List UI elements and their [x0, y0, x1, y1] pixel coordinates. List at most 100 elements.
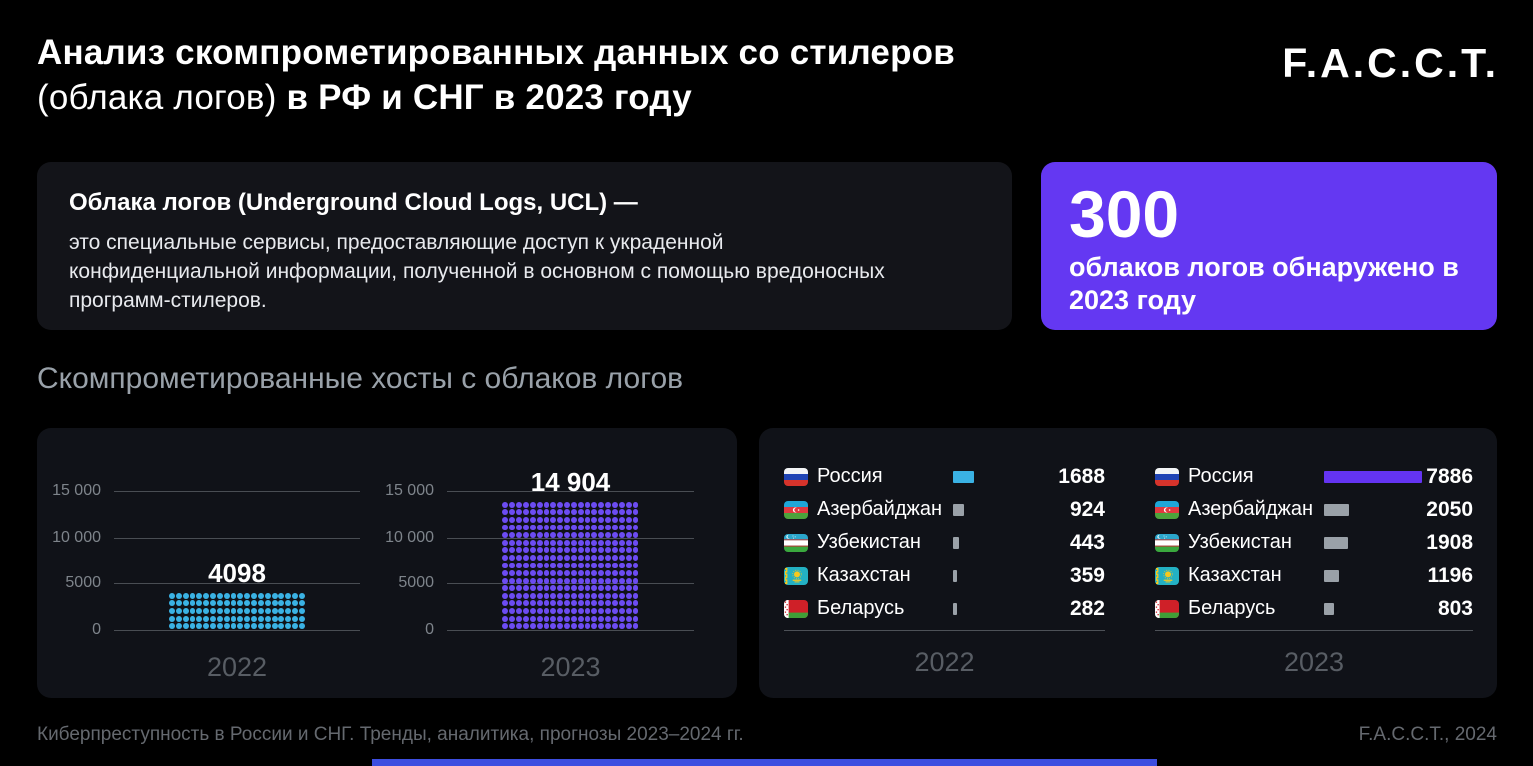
footer-source-text: Киберпреступность в России и СНГ. Тренды…: [37, 724, 744, 745]
dot: [625, 501, 632, 508]
dot: [570, 532, 577, 539]
dot: [502, 501, 509, 508]
dot: [557, 547, 564, 554]
value-bar: [1324, 536, 1348, 549]
dot: [216, 623, 223, 630]
dot: [577, 615, 584, 622]
dot: [584, 600, 591, 607]
dot: [543, 585, 550, 592]
country-value: 282: [1069, 596, 1105, 620]
bar-track: 7886: [1324, 465, 1473, 489]
dot: [605, 623, 612, 630]
dot: [591, 524, 598, 531]
dot: [557, 562, 564, 569]
dot: [168, 623, 175, 630]
dot: [577, 585, 584, 592]
dot: [632, 532, 639, 539]
dot: [509, 615, 516, 622]
dot: [285, 600, 292, 607]
country-label: Россия: [1188, 465, 1254, 487]
dot: [223, 600, 230, 607]
dot: [632, 501, 639, 508]
y-axis-tick: 15 000: [385, 482, 434, 499]
dot: [625, 570, 632, 576]
dot: [598, 524, 605, 531]
dot: [584, 585, 591, 592]
country-label: Беларусь: [1188, 597, 1276, 619]
dot: [257, 615, 264, 622]
dot: [529, 539, 536, 546]
dot: [523, 516, 529, 523]
dot: [625, 608, 632, 614]
dot: [543, 577, 550, 584]
dot: [591, 600, 598, 607]
dot: [278, 615, 285, 622]
dot: [564, 585, 570, 592]
dot: [632, 524, 639, 531]
dot: [543, 532, 550, 539]
dot: [611, 608, 618, 614]
dot: [509, 524, 516, 531]
dot: [543, 592, 550, 599]
dot: [536, 539, 543, 546]
dot: [502, 539, 509, 546]
dot: [189, 608, 196, 614]
dot: [605, 562, 612, 569]
flag-russia-icon: [784, 467, 808, 486]
dot: [577, 608, 584, 614]
dot: [244, 623, 251, 630]
country-label: Азербайджан: [817, 498, 943, 520]
bar-track: 282: [953, 597, 1105, 621]
country-value: 1908: [1426, 530, 1473, 554]
country-label: Беларусь: [817, 597, 905, 619]
dot: [564, 600, 570, 607]
dot: [230, 615, 237, 622]
dot: [605, 615, 612, 622]
dot: [543, 547, 550, 554]
dot: [577, 539, 584, 546]
title-line2-regular: (облака логов): [37, 78, 277, 117]
dot: [550, 509, 557, 516]
dot: [523, 562, 529, 569]
bar-track: 1688: [953, 465, 1105, 489]
dot: [502, 509, 509, 516]
dot: [550, 524, 557, 531]
chart-gridline: [114, 491, 360, 492]
dot: [605, 577, 612, 584]
dot: [550, 592, 557, 599]
dot: [292, 592, 299, 599]
dot: [509, 592, 516, 599]
highlight-number: 300: [1069, 177, 1180, 251]
dot: [509, 554, 516, 561]
dot: [605, 592, 612, 599]
dot: [605, 539, 612, 546]
dot: [271, 615, 278, 622]
dot: [543, 509, 550, 516]
dot: [591, 501, 598, 508]
dot: [257, 592, 264, 599]
dot: [611, 615, 618, 622]
country-row: Казахстан 359: [784, 559, 1105, 592]
dot: [278, 623, 285, 630]
dot: [536, 509, 543, 516]
dot: [529, 585, 536, 592]
dot: [591, 615, 598, 622]
country-row: Азербайджан 924: [784, 493, 1105, 526]
dot: [182, 615, 189, 622]
dot: [529, 562, 536, 569]
dot: [584, 608, 591, 614]
dot: [598, 623, 605, 630]
dot: [632, 615, 639, 622]
dot: [523, 608, 529, 614]
country-label: Россия: [817, 465, 883, 487]
value-bar: [953, 503, 965, 516]
dot: [529, 509, 536, 516]
dot: [210, 592, 216, 599]
highlight-card: 300 облаков логов обнаружено в 2023 году: [1041, 162, 1497, 330]
dot: [591, 592, 598, 599]
value-bar: [1324, 602, 1334, 615]
dot: [605, 501, 612, 508]
dot: [196, 600, 203, 607]
country-value: 1688: [1058, 464, 1105, 488]
dot: [577, 562, 584, 569]
